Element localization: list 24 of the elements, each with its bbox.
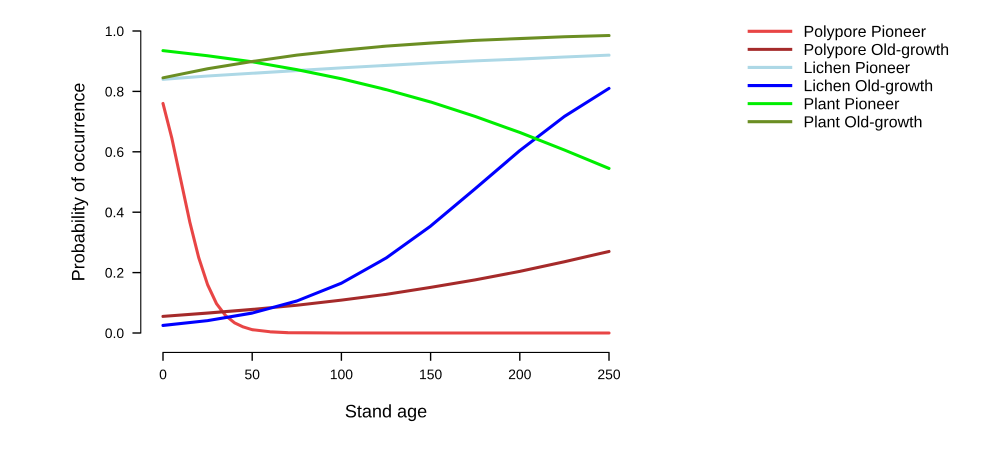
line-series <box>161 54 611 81</box>
line-series <box>161 49 611 170</box>
y-axis-title: Probability of occurrence <box>71 83 88 280</box>
legend-label: Polypore Old-growth <box>804 43 948 58</box>
x-tick-label: 100 <box>330 369 352 380</box>
y-tick-label: 0.8 <box>105 86 124 97</box>
x-tick-label: 200 <box>508 369 531 380</box>
line-series <box>161 250 611 318</box>
y-tick-label: 0.0 <box>105 328 124 338</box>
x-tick-label: 250 <box>598 369 620 380</box>
x-axis-title: Stand age <box>346 404 426 422</box>
x-tick-label: 0 <box>160 369 166 380</box>
y-tick-label: 0.6 <box>105 147 124 157</box>
x-tick-label: 50 <box>245 369 260 380</box>
legend-label: Plant Pioneer <box>804 98 900 110</box>
legend-label: Lichen Pioneer <box>804 61 910 74</box>
y-tick-label: 0.4 <box>105 208 124 218</box>
x-tick-label: 150 <box>420 369 442 380</box>
legend-label: Polypore Pioneer <box>804 25 926 40</box>
y-tick-label: 1.0 <box>106 26 124 36</box>
y-tick-label: 0.2 <box>105 268 124 278</box>
line-series <box>161 34 611 80</box>
legend-label: Lichen Old-growth <box>804 80 932 94</box>
legend-label: Plant Old-growth <box>804 116 922 131</box>
